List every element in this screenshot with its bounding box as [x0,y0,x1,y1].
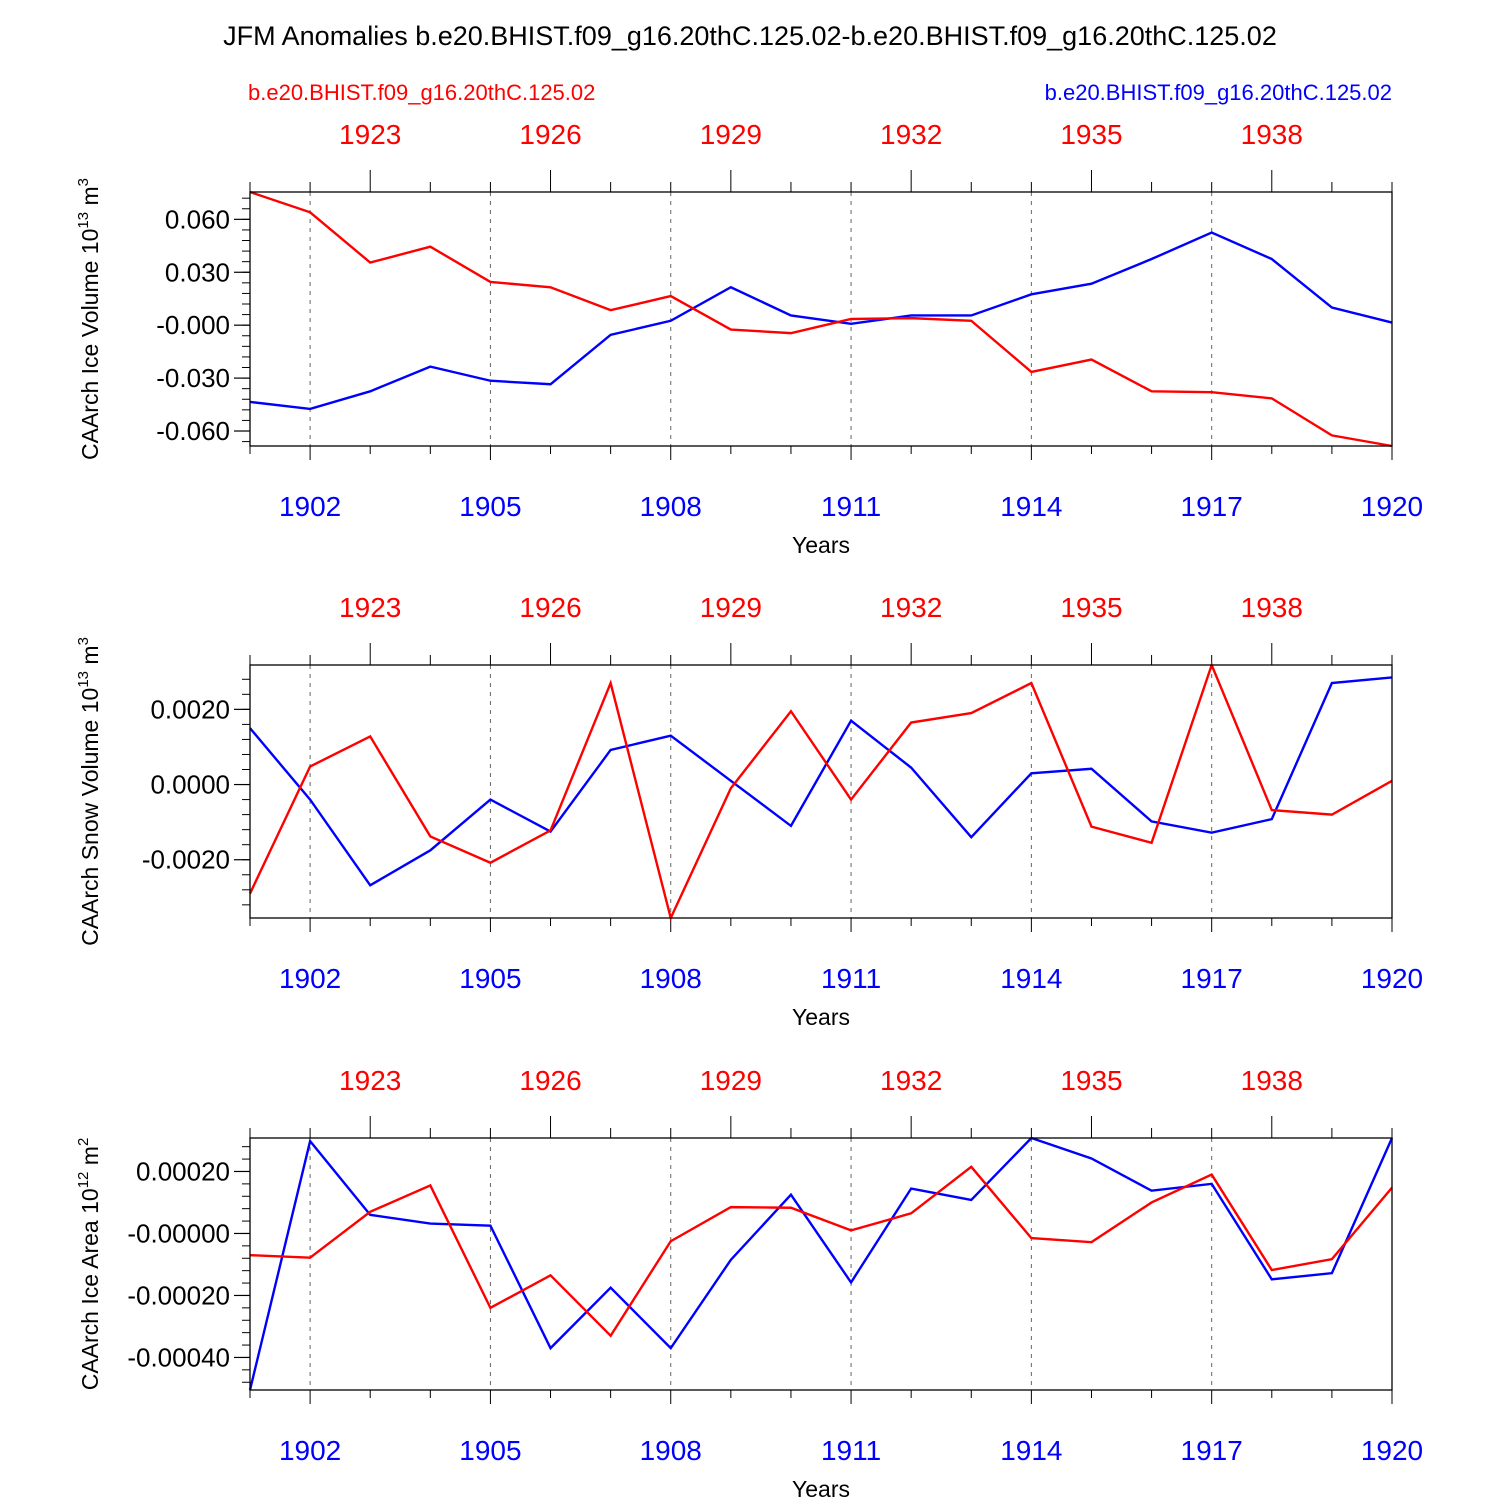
x-top-tick-label: 1929 [700,119,762,150]
x-axis-label: Years [792,1476,850,1500]
x-top-tick-label: 1938 [1241,592,1303,623]
x-bottom-tick-label: 1902 [279,491,341,522]
series-line-red [249,190,1393,448]
y-tick-label: -0.060 [156,416,230,446]
y-tick-label: 0.00020 [136,1156,230,1186]
x-bottom-tick-label: 1905 [459,963,521,994]
x-bottom-tick-label: 1914 [1000,491,1062,522]
y-tick-label: -0.0020 [142,845,230,875]
x-bottom-tick-label: 1917 [1181,963,1243,994]
series-line-blue [249,676,1393,887]
chart-title: JFM Anomalies b.e20.BHIST.f09_g16.20thC.… [223,21,1277,51]
x-top-tick-label: 1926 [519,592,581,623]
x-bottom-tick-label: 1917 [1181,491,1243,522]
panel-1: 1902 1905 1908 1911 1914 1917 1920 1923 1926 1929… [75,119,1423,558]
panel-3: 1902 1905 1908 1911 1914 1917 1920 1923 1926 1929… [75,1065,1423,1500]
x-top-tick-label: 1926 [519,119,581,150]
x-top-tick-label: 1923 [339,592,401,623]
x-top-tick-label: 1929 [700,592,762,623]
y-tick-label: -0.00040 [127,1342,230,1372]
plot-frame [249,1137,1393,1391]
x-bottom-tick-label: 1908 [640,491,702,522]
panel-2: 1902 1905 1908 1911 1914 1917 1920 1923 1926 1929… [75,592,1423,1030]
x-bottom-tick-label: 1902 [279,963,341,994]
plot-frame [249,191,1393,447]
x-top-tick-label: 1932 [880,1065,942,1096]
x-bottom-tick-label: 1902 [279,1435,341,1466]
y-tick-label: -0.030 [156,363,230,393]
x-top-tick-label: 1929 [700,1065,762,1096]
series-line-blue [248,1136,1394,1391]
x-top-tick-label: 1938 [1241,1065,1303,1096]
y-tick-label: -0.000 [156,310,230,340]
x-top-tick-label: 1938 [1241,119,1303,150]
x-top-tick-label: 1932 [880,592,942,623]
y-tick-label: 0.060 [165,204,230,234]
x-bottom-tick-label: 1911 [821,963,881,994]
legend-red-label: b.e20.BHIST.f09_g16.20thC.125.02 [248,80,595,105]
x-bottom-tick-label: 1905 [459,1435,521,1466]
x-bottom-tick-label: 1914 [1000,1435,1062,1466]
legend-blue-label: b.e20.BHIST.f09_g16.20thC.125.02 [1045,80,1392,105]
x-bottom-tick-label: 1908 [640,963,702,994]
y-tick-label: -0.00020 [127,1280,230,1310]
y-axis-label: CAArch Ice Volume 1013 m3 [75,178,103,460]
x-top-tick-label: 1935 [1060,119,1122,150]
x-bottom-tick-label: 1911 [821,1435,881,1466]
plot-frame [249,664,1393,919]
y-axis-label: CAArch Snow Volume 1013 m3 [75,637,103,946]
x-top-tick-label: 1923 [339,119,401,150]
x-top-tick-label: 1935 [1060,1065,1122,1096]
x-bottom-tick-label: 1914 [1000,963,1062,994]
x-axis-label: Years [792,1004,850,1030]
x-bottom-tick-label: 1920 [1361,1435,1423,1466]
y-axis-label: CAArch Ice Area 1012 m2 [75,1138,103,1391]
series-line-red [249,1165,1393,1338]
x-axis-label: Years [792,532,850,558]
x-top-tick-label: 1932 [880,119,942,150]
x-top-tick-label: 1923 [339,1065,401,1096]
y-tick-label: -0.00000 [127,1218,230,1248]
y-tick-label: 0.0000 [150,770,230,800]
x-bottom-tick-label: 1905 [459,491,521,522]
y-tick-label: 0.0020 [150,694,230,724]
x-bottom-tick-label: 1920 [1361,963,1423,994]
x-bottom-tick-label: 1917 [1181,1435,1243,1466]
x-bottom-tick-label: 1920 [1361,491,1423,522]
series-line-red [248,661,1393,922]
x-top-tick-label: 1935 [1060,592,1122,623]
x-top-tick-label: 1926 [519,1065,581,1096]
y-tick-label: 0.030 [165,257,230,287]
series-line-blue [249,231,1393,411]
x-bottom-tick-label: 1908 [640,1435,702,1466]
x-bottom-tick-label: 1911 [821,491,881,522]
